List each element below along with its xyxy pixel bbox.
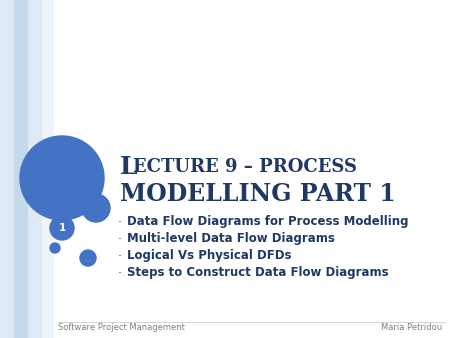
Text: Logical Vs Physical DFDs: Logical Vs Physical DFDs <box>127 249 292 262</box>
Text: Multi-level Data Flow Diagrams: Multi-level Data Flow Diagrams <box>127 232 335 245</box>
Circle shape <box>80 250 96 266</box>
Text: Steps to Construct Data Flow Diagrams: Steps to Construct Data Flow Diagrams <box>127 266 389 279</box>
Text: 1: 1 <box>58 223 66 233</box>
Circle shape <box>20 136 104 220</box>
Text: ·: · <box>118 267 122 280</box>
Bar <box>14 0 28 338</box>
Text: ·: · <box>118 233 122 246</box>
Text: ·: · <box>118 250 122 263</box>
Bar <box>28 0 42 338</box>
Text: Software Project Management: Software Project Management <box>58 323 185 333</box>
Circle shape <box>50 216 74 240</box>
Bar <box>54 0 450 338</box>
Text: Maria Petridou: Maria Petridou <box>381 323 442 333</box>
Bar <box>0 0 14 338</box>
Text: L: L <box>120 155 138 179</box>
Text: ECTURE 9 – PROCESS: ECTURE 9 – PROCESS <box>133 159 357 176</box>
Text: MODELLING PART 1: MODELLING PART 1 <box>120 182 396 206</box>
Circle shape <box>82 194 110 222</box>
Circle shape <box>50 243 60 253</box>
Bar <box>42 0 54 338</box>
Text: Data Flow Diagrams for Process Modelling: Data Flow Diagrams for Process Modelling <box>127 215 409 228</box>
Text: ·: · <box>118 216 122 229</box>
